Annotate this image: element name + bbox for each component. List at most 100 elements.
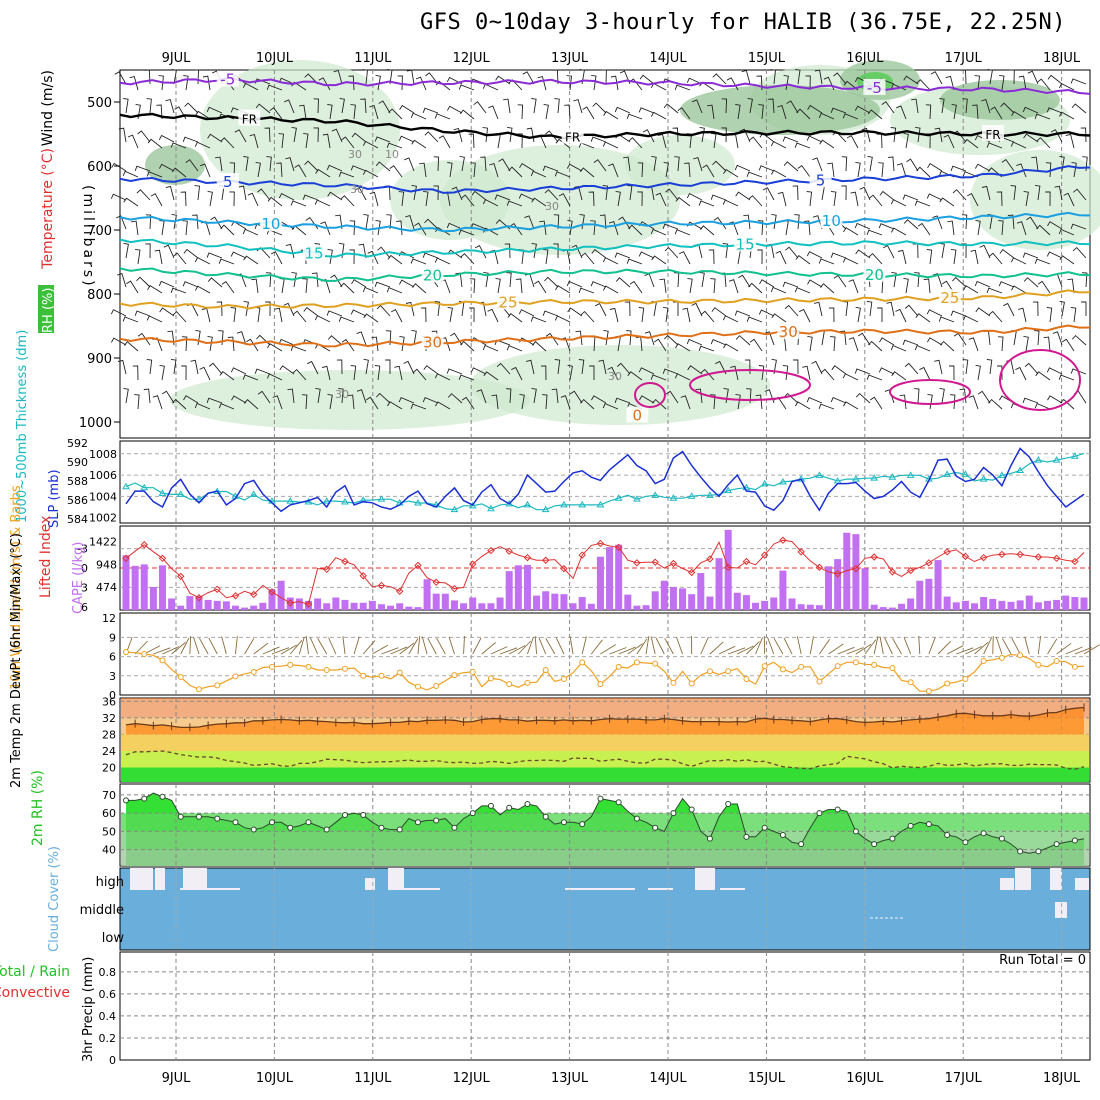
rh-point xyxy=(1035,848,1042,855)
wind-barb xyxy=(1045,162,1052,178)
wind-barb xyxy=(322,133,331,149)
thickness-point xyxy=(943,470,952,477)
rh-point xyxy=(414,819,421,826)
wind-speed-point xyxy=(779,666,786,673)
wind-speed-point xyxy=(414,683,421,690)
wind-barb xyxy=(644,331,655,346)
cape-bar xyxy=(578,597,586,610)
wind-barb xyxy=(616,362,631,375)
wind-barb xyxy=(290,200,307,207)
wind-speed-point xyxy=(232,673,239,680)
wind-barb xyxy=(254,368,271,375)
precip-ylabel: 3hr Precip (mm) xyxy=(81,957,96,1062)
li-point xyxy=(979,553,988,562)
wind-speed-point xyxy=(1017,652,1024,659)
wind-barb xyxy=(903,277,909,294)
wind-barb xyxy=(699,126,705,143)
wind-barb xyxy=(470,223,487,230)
wind-barb xyxy=(545,130,559,143)
wind-barb xyxy=(820,368,835,381)
thickness-point xyxy=(687,492,696,499)
cape-bar xyxy=(1025,595,1033,610)
wind-barb xyxy=(979,244,991,259)
wind-barb xyxy=(453,127,463,143)
rh-point xyxy=(396,826,403,833)
isotherm-label-bg xyxy=(809,171,832,188)
wind-barb xyxy=(638,307,645,323)
wind-barb-10m xyxy=(819,638,831,655)
wind-barb xyxy=(171,213,177,230)
wind-barb xyxy=(735,335,751,346)
wind-barb xyxy=(419,162,427,178)
wind-barb xyxy=(488,105,499,120)
wind-barb xyxy=(1024,362,1039,375)
rh-point xyxy=(141,795,148,802)
rh-point xyxy=(378,824,385,831)
wind-barb xyxy=(795,68,801,85)
cape-bar xyxy=(523,564,531,610)
wind-speed-point xyxy=(962,675,969,682)
wind-barb xyxy=(1023,133,1039,143)
wind-barb xyxy=(887,156,895,172)
rh-point xyxy=(323,826,330,833)
wind-barb xyxy=(374,281,391,288)
wind-barb xyxy=(939,340,955,352)
wind-barb xyxy=(739,128,751,143)
isotherm-label-bg xyxy=(497,293,519,310)
wind-barb xyxy=(899,394,907,410)
wind-barb-10m xyxy=(262,646,280,655)
li-point xyxy=(870,553,878,561)
wind-barb-10m xyxy=(280,644,297,655)
wind-barb-10m xyxy=(1001,638,1012,655)
cape-bar xyxy=(843,532,851,610)
wind-barb xyxy=(146,359,153,375)
10m-wind-barbs xyxy=(125,635,1100,655)
thickness-point xyxy=(998,471,1006,478)
wind-barb xyxy=(695,388,703,404)
wind-barb xyxy=(743,214,751,230)
wind-barb xyxy=(348,75,355,91)
wind-barb xyxy=(915,126,921,143)
wind-barb xyxy=(859,186,871,201)
wind-barb xyxy=(356,389,367,404)
wind-barb xyxy=(544,189,559,201)
cape-bar xyxy=(533,595,541,610)
temp-band-solid xyxy=(121,767,1089,782)
wind-barb xyxy=(327,104,333,120)
wind-barb xyxy=(802,365,811,381)
isotherm-label: 30 xyxy=(779,323,798,341)
wind-barb xyxy=(180,191,187,207)
wind-barb xyxy=(522,71,535,85)
thickness-point xyxy=(158,489,167,496)
wind-barb xyxy=(360,98,367,114)
wind-speed-point xyxy=(1053,658,1060,665)
wind-barb xyxy=(759,279,775,288)
wind-barb xyxy=(986,142,1003,149)
wind-barb xyxy=(833,72,847,85)
isotherm-label: 20 xyxy=(865,266,884,284)
wind-barb-10m xyxy=(1037,636,1042,655)
wind-barb xyxy=(722,243,729,259)
wind-tick-label: 9 xyxy=(109,631,116,644)
wind-barb xyxy=(664,246,679,259)
wind-barb xyxy=(405,301,415,317)
cape-bar xyxy=(423,579,431,610)
li-point xyxy=(760,551,769,559)
wind-barb xyxy=(411,283,427,294)
wind-barb xyxy=(304,73,319,85)
wind-barb xyxy=(207,277,223,288)
cape-bar xyxy=(341,599,349,610)
cape-bar xyxy=(697,573,705,610)
wind-barb xyxy=(987,68,993,85)
wind-barb xyxy=(415,76,427,91)
rh-point xyxy=(743,833,750,840)
wind-barb xyxy=(868,340,883,352)
wind-barb xyxy=(398,397,415,404)
cape-bar xyxy=(861,568,869,610)
cape-bar xyxy=(825,566,833,610)
wind-barb xyxy=(135,248,141,265)
wind-barb xyxy=(712,73,727,85)
thickness-point xyxy=(633,495,641,502)
rh-ticks: 40 50 60 70 xyxy=(102,789,116,857)
wind-barb-10m xyxy=(636,638,648,655)
